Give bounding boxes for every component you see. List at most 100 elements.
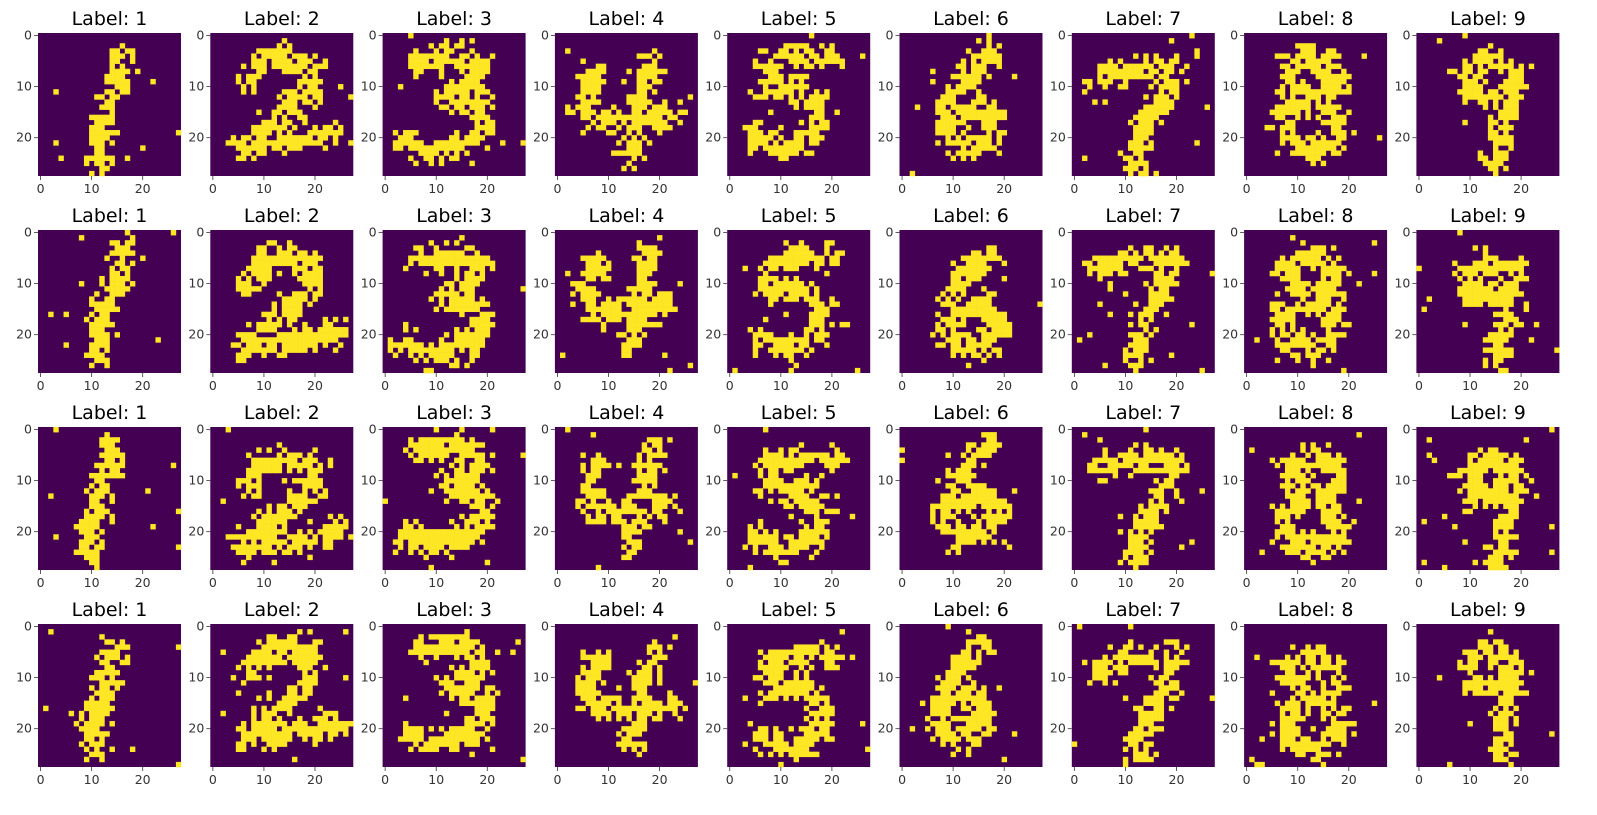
pixel-on [976, 301, 982, 307]
pixel-on [428, 342, 434, 348]
pixel-on [286, 260, 293, 267]
pixel-on [454, 99, 460, 105]
pixel-on [788, 140, 794, 146]
pixel-on [1269, 332, 1276, 338]
pixel-on [256, 347, 262, 353]
pixel-on [981, 462, 987, 469]
pixel-on [1330, 493, 1337, 499]
pixel-on [945, 549, 951, 555]
pixel-on [1279, 332, 1286, 338]
pixel-on [1310, 559, 1316, 566]
pixel-on [459, 452, 465, 458]
pixel-on [1158, 109, 1165, 116]
pixel-on [312, 467, 318, 474]
pixel-on [1325, 488, 1332, 494]
pixel-on [1143, 462, 1149, 469]
pixel-on [651, 442, 658, 448]
pixel-on [459, 306, 465, 313]
x-tick-label: 20 [996, 181, 1012, 196]
pixel-on [1153, 255, 1159, 261]
pixel-on [752, 342, 759, 348]
pixel-on [1148, 104, 1154, 110]
pixel-on [448, 281, 455, 287]
pixel-on [99, 124, 105, 131]
pixel-on [1274, 518, 1281, 525]
pixel-on [99, 452, 105, 458]
pixel-on [960, 281, 967, 287]
pixel-on [459, 38, 465, 44]
pixel-on [1127, 245, 1134, 251]
pixel-on [1300, 250, 1306, 256]
pixel-on [1138, 68, 1144, 75]
pixel-on [788, 503, 794, 510]
pixel-on [616, 150, 622, 156]
pixel-on [474, 332, 480, 338]
pixel-on [1305, 352, 1311, 358]
pixel-on [1330, 321, 1337, 328]
pixel-on [590, 296, 597, 302]
pixel-on [454, 432, 460, 438]
pixel-on [1503, 367, 1509, 374]
pixel-on [935, 130, 941, 136]
pixel-on [307, 462, 313, 469]
pixel-on [1295, 89, 1301, 95]
pixel-on [433, 539, 440, 545]
pixel-on [448, 347, 455, 353]
pixel-on [590, 498, 597, 504]
y-tick-label: 0 [1058, 422, 1066, 437]
pixel-on [443, 281, 450, 287]
pixel-on [489, 493, 496, 499]
pixel-on [981, 53, 987, 59]
pixel-on [611, 311, 617, 318]
pixel-on [1284, 472, 1291, 479]
pixel-on [1143, 342, 1149, 348]
pixel-on [119, 452, 126, 458]
pixel-on [1153, 493, 1159, 499]
pixel-on [1138, 73, 1144, 80]
pixel-on [1330, 73, 1337, 80]
pixel-on [798, 89, 805, 95]
pixel-on [99, 114, 105, 121]
pixel-on [489, 513, 496, 520]
pixel-on [1153, 457, 1159, 464]
pixel-on [454, 529, 460, 535]
image-pixels [742, 33, 866, 161]
pixel-on [1305, 43, 1311, 49]
pixel-on [438, 260, 445, 267]
pixel-on [489, 524, 496, 530]
pixel-on [976, 342, 982, 348]
pixel-on [94, 352, 100, 358]
pixel-on [104, 347, 110, 353]
pixel-on [641, 488, 648, 494]
pixel-on [1356, 432, 1362, 438]
pixel-on [626, 549, 632, 555]
pixel-on [996, 109, 1002, 116]
pixel-on [798, 240, 805, 246]
pixel-on [1498, 488, 1504, 494]
pixel-on [1315, 457, 1322, 464]
pixel-on [646, 457, 653, 464]
pixel-on [570, 281, 576, 287]
pixel-on [960, 347, 967, 353]
pixel-on [672, 493, 678, 499]
image-pixels [382, 427, 526, 571]
pixel-on [89, 554, 95, 561]
pixel-on [1112, 255, 1119, 261]
pixel-on [641, 301, 648, 307]
pixel-on [312, 447, 318, 453]
pixel-on [307, 99, 313, 105]
pixel-on [1498, 352, 1504, 358]
pixel-on [1148, 145, 1154, 151]
pixel-on [783, 342, 789, 348]
pixel-on [677, 529, 683, 535]
pixel-on [1279, 321, 1286, 328]
pixel-on [479, 503, 486, 510]
pixel-on [1269, 270, 1276, 277]
pixel-on [332, 529, 339, 535]
pixel-on [788, 291, 794, 297]
pixel-on [899, 457, 905, 464]
pixel-on [747, 145, 754, 151]
pixel-on [484, 321, 491, 328]
x-tick-label: 20 [652, 575, 668, 590]
pixel-on [1133, 518, 1139, 525]
